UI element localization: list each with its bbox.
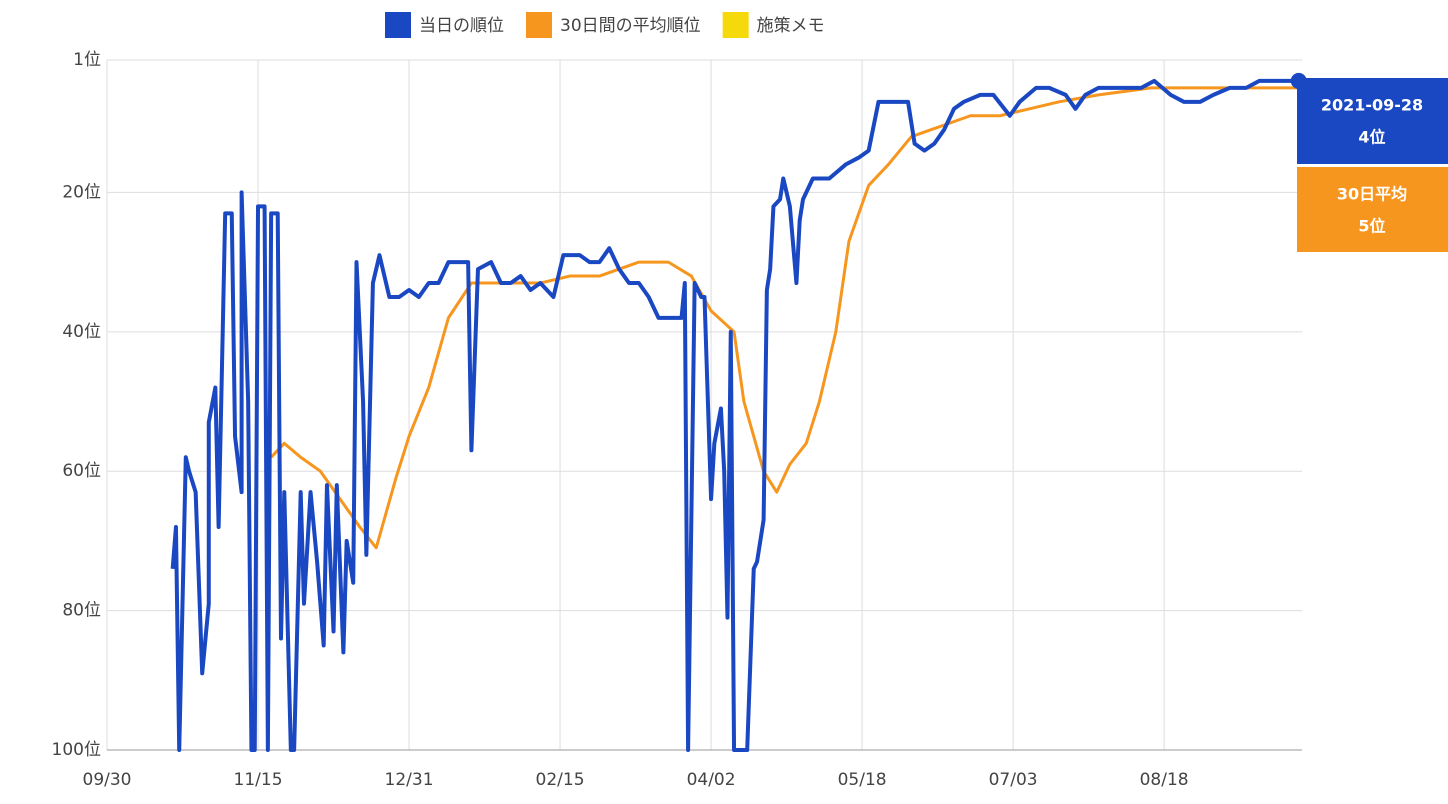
y-tick-label: 100位 [52,740,101,760]
tooltip-box [1297,167,1448,252]
x-tick-label: 04/02 [687,770,736,790]
y-tick-label: 1位 [73,50,101,70]
x-tick-label: 08/18 [1140,770,1189,790]
legend-label: 施策メモ [757,16,825,36]
legend-swatch [385,12,411,38]
tooltip-label: 30日平均 [1337,185,1407,204]
legend-swatch [722,12,749,38]
tooltip-rank: 5位 [1358,217,1385,236]
x-tick-label: 12/31 [385,770,434,790]
y-tick-label: 40位 [62,322,101,342]
tooltip-box [1297,78,1448,164]
y-tick-label: 60位 [62,461,101,481]
series-line [270,86,1299,550]
y-tick-label: 80位 [62,601,101,621]
tooltip-date: 2021-09-28 [1321,96,1423,115]
x-tick-label: 07/03 [989,770,1038,790]
x-tick-label: 05/18 [838,770,887,790]
legend-label: 30日間の平均順位 [560,16,701,36]
legend-label: 当日の順位 [419,16,504,36]
x-tick-label: 11/15 [234,770,283,790]
x-tick-label: 02/15 [536,770,585,790]
legend-swatch [526,12,552,38]
tooltip-rank: 4位 [1358,128,1385,147]
x-tick-label: 09/30 [83,770,132,790]
series-line [170,78,1299,752]
y-tick-label: 20位 [62,182,101,202]
